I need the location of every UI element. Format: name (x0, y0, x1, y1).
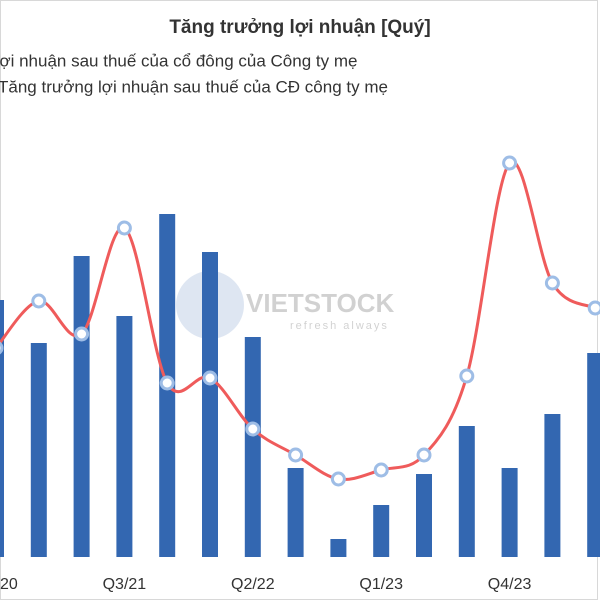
legend-label: Lợi nhuận sau thuế của cổ đông của Công … (0, 51, 357, 70)
bar (416, 474, 432, 557)
bar (202, 252, 218, 557)
x-tick-label: Q4/20 (0, 576, 18, 593)
bar (244, 337, 261, 557)
line-point (373, 462, 389, 478)
bar (587, 353, 600, 557)
x-tick-label: Q4/23 (488, 576, 532, 593)
line-point (202, 370, 218, 386)
line-point (116, 220, 132, 236)
x-tick-label: Q2/22 (231, 576, 275, 593)
line-point (288, 447, 304, 463)
watermark-subtext: refresh always (290, 320, 389, 332)
line-point (31, 293, 47, 309)
line-point (502, 155, 518, 171)
bar (116, 316, 133, 557)
line-point (245, 421, 261, 437)
line-point (330, 471, 346, 487)
bar (373, 505, 390, 557)
line-point (0, 341, 4, 355)
bar (458, 426, 475, 557)
chart-title: Tăng trưởng lợi nhuận [Quý] (169, 17, 430, 38)
bar (0, 300, 4, 557)
line-point (159, 375, 175, 391)
line-point (416, 447, 432, 463)
bar (30, 343, 47, 557)
line-point (459, 368, 475, 384)
x-tick-label: Q1/23 (359, 576, 403, 593)
bar (330, 539, 347, 557)
line-point (544, 275, 560, 291)
bar (287, 468, 304, 557)
bar (73, 256, 90, 557)
legend-label: Tăng trưởng lợi nhuận sau thuế của CĐ cô… (0, 77, 388, 96)
watermark-text: VIETSTOCK (246, 288, 395, 318)
bar (501, 468, 518, 557)
x-tick-label: Q3/21 (103, 576, 147, 593)
bar (544, 414, 561, 557)
line-point (74, 326, 90, 342)
line-point (587, 300, 600, 316)
